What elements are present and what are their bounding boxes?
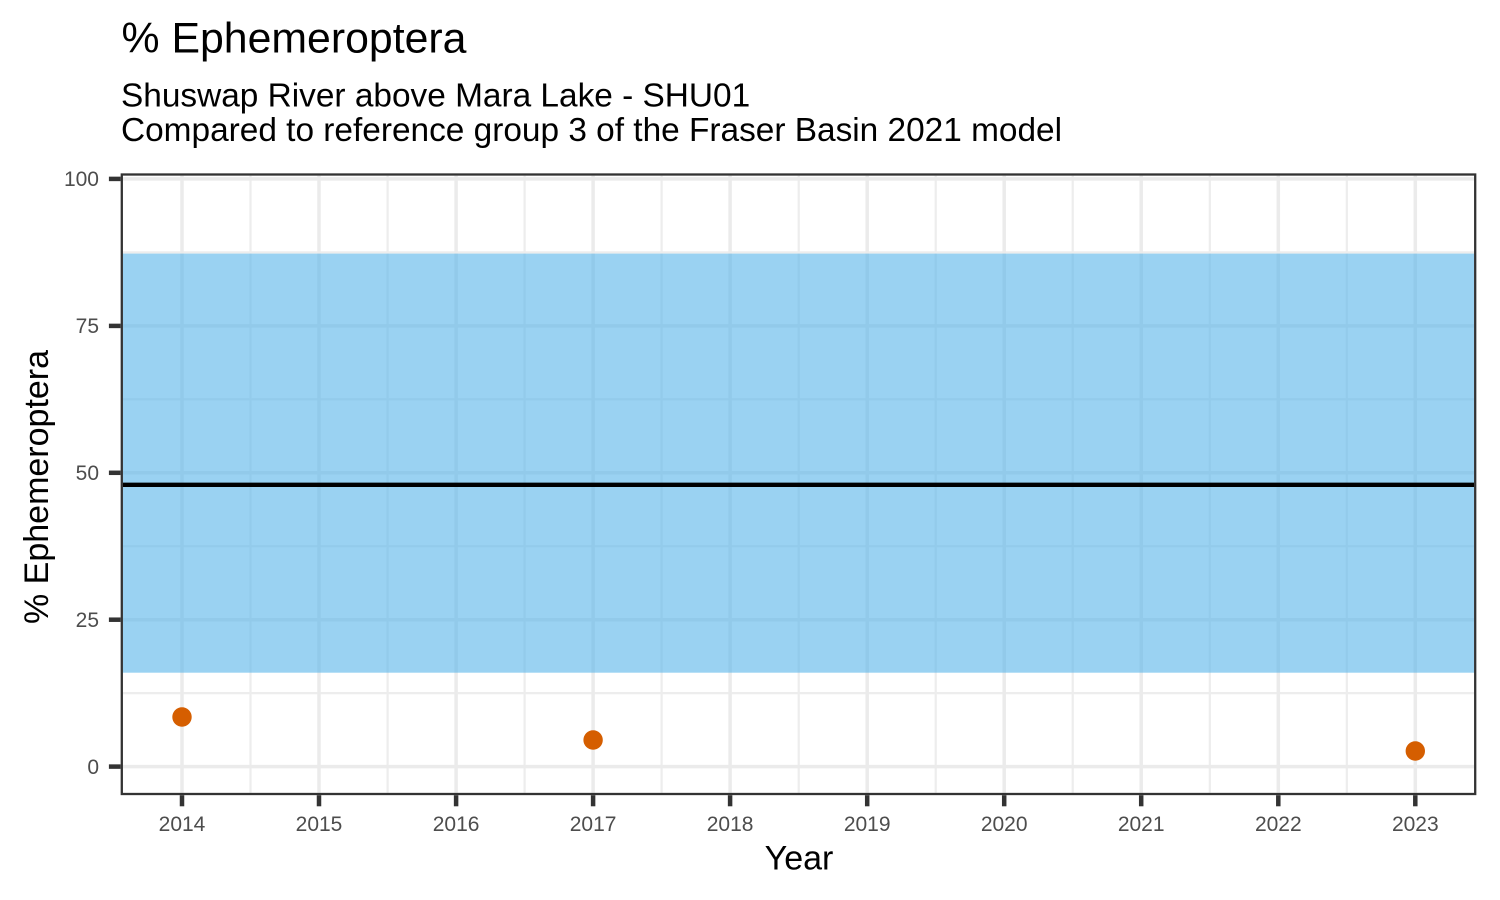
svg-text:75: 75 [76, 315, 99, 338]
svg-text:50: 50 [76, 462, 99, 485]
svg-text:Compared to reference group 3: Compared to reference group 3 of the Fra… [121, 112, 1062, 149]
svg-text:2018: 2018 [707, 813, 754, 836]
svg-text:2020: 2020 [981, 813, 1028, 836]
svg-text:2016: 2016 [433, 813, 480, 836]
svg-text:2017: 2017 [570, 813, 617, 836]
svg-text:2021: 2021 [1118, 813, 1165, 836]
svg-text:2014: 2014 [159, 813, 206, 836]
svg-text:Year: Year [765, 839, 834, 877]
svg-text:Shuswap River above Mara Lake: Shuswap River above Mara Lake - SHU01 [121, 77, 750, 114]
svg-text:100: 100 [64, 168, 99, 191]
svg-text:2019: 2019 [844, 813, 891, 836]
svg-text:% Ephemeroptera: % Ephemeroptera [122, 14, 467, 62]
svg-text:% Ephemeroptera: % Ephemeroptera [18, 350, 56, 624]
svg-text:0: 0 [87, 756, 99, 779]
svg-text:2015: 2015 [296, 813, 343, 836]
svg-text:2022: 2022 [1255, 813, 1302, 836]
svg-text:2023: 2023 [1392, 813, 1439, 836]
svg-text:25: 25 [76, 609, 99, 632]
